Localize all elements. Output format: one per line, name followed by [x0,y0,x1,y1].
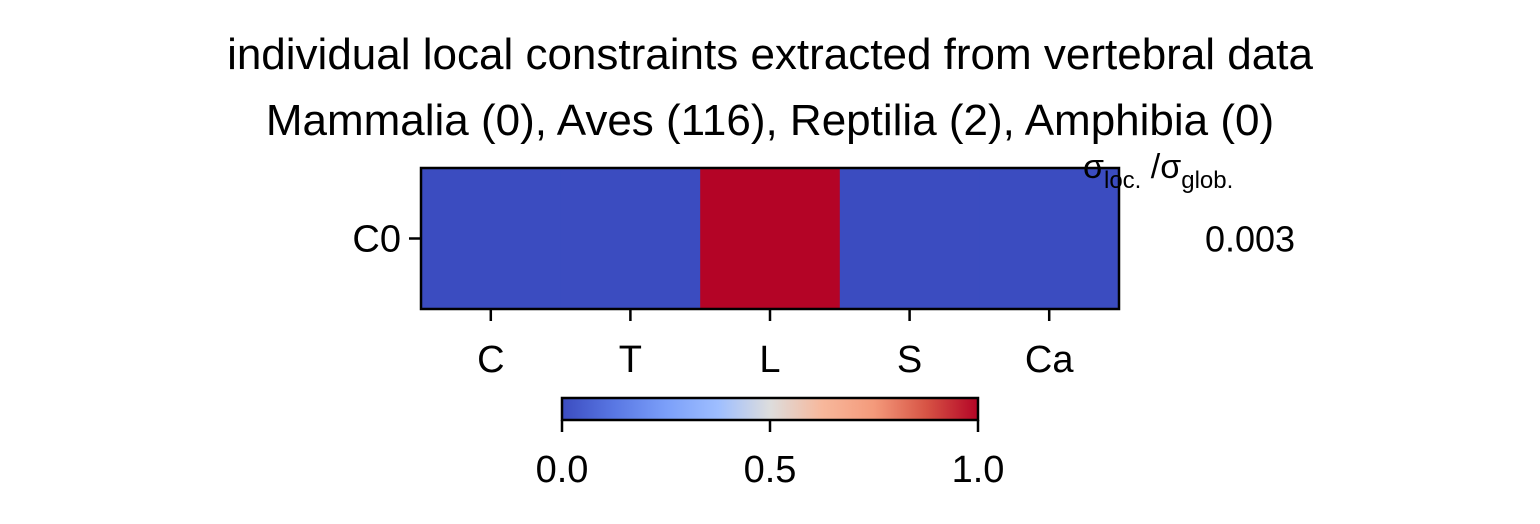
y-axis-ticks: C0 [352,219,421,261]
side-header-sub-loc: loc. [1104,167,1141,194]
x-tick-label: T [619,339,642,381]
heatmap-cells [421,168,1120,309]
colorbar-tick-label: 0.5 [744,449,797,491]
side-header-mid: /σ [1141,148,1181,186]
side-header-sub-glob: glob. [1181,167,1233,194]
x-tick-label: Ca [1025,339,1074,381]
x-tick-label: C [477,339,504,381]
x-axis-ticks: C T L S Ca [477,309,1074,381]
heatmap-cell [560,168,701,309]
x-tick-label: L [759,339,780,381]
colorbar-ticks: 0.0 0.5 1.0 [536,420,1005,491]
chart-subtitle: Mammalia (0), Aves (116), Reptilia (2), … [265,96,1275,145]
side-annotation-header: σloc. /σglob. [1083,148,1233,194]
colorbar [560,396,980,422]
side-annotation-values: 0.003 [1205,219,1295,260]
side-annotation-value: 0.003 [1205,219,1295,260]
side-header-sigma: σ [1083,148,1104,186]
chart-title: individual local constraints extracted f… [227,30,1313,79]
heatmap-cell [979,168,1120,309]
heatmap-cell [421,168,562,309]
colorbar-tick-label: 1.0 [952,449,1005,491]
x-tick-label: S [897,339,922,381]
heatmap-cell [839,168,980,309]
colorbar-tick-label: 0.0 [536,449,589,491]
y-tick-label: C0 [352,219,401,261]
heatmap-cell [700,168,841,309]
